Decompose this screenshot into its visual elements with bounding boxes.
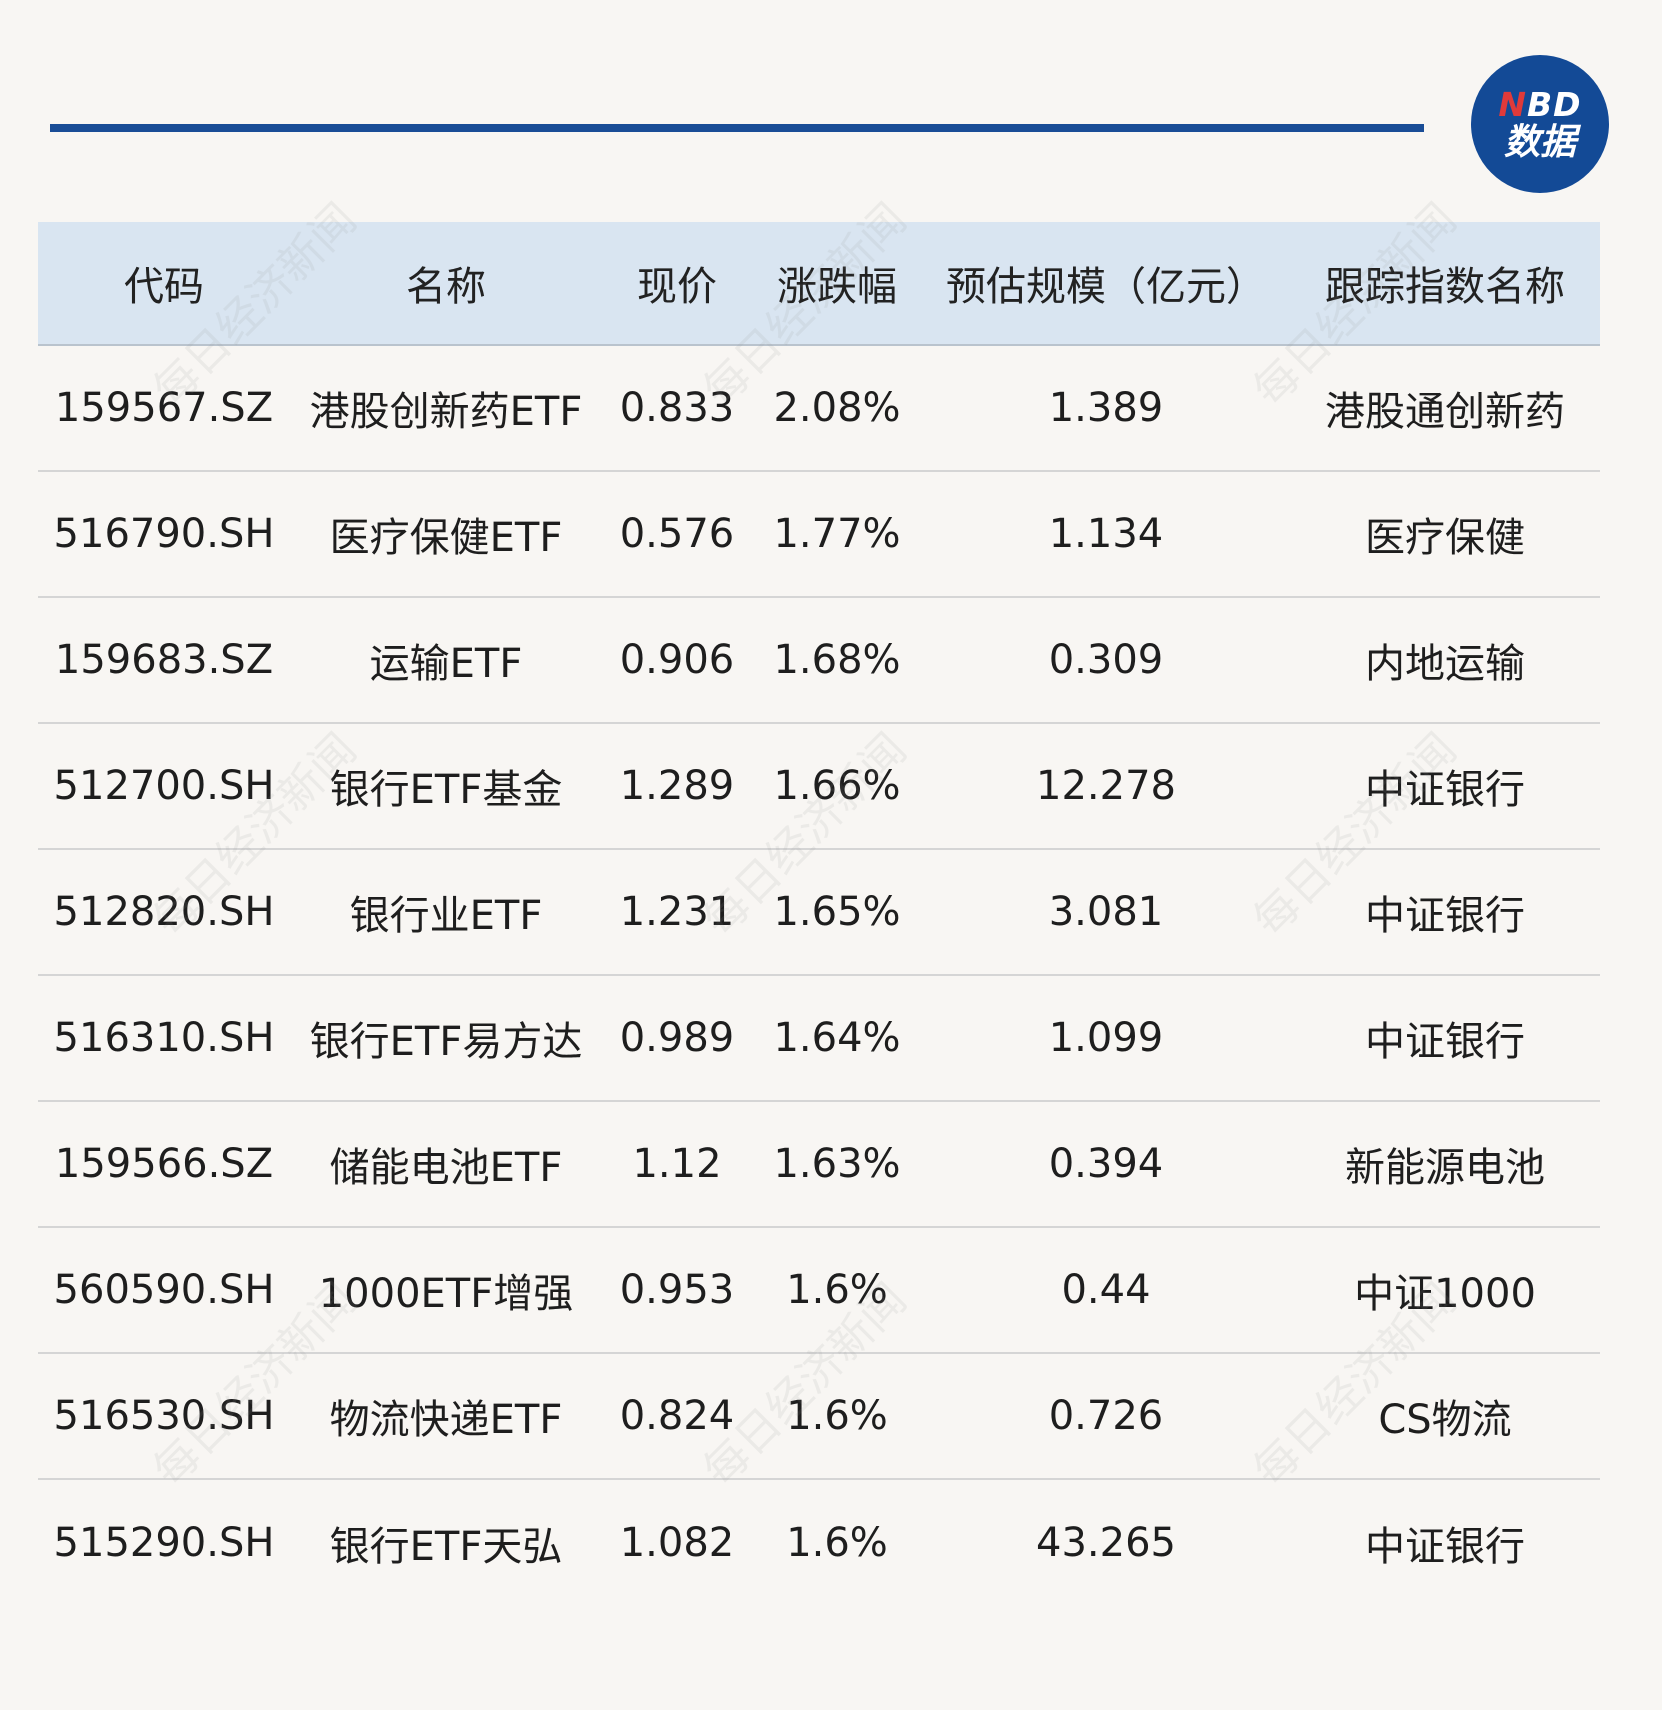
table-header: 代码 名称 现价 涨跌幅 预估规模（亿元） 跟踪指数名称	[38, 222, 1600, 346]
cell-price: 0.953	[619, 1267, 735, 1313]
cell-code: 159566.SZ	[54, 1141, 274, 1187]
header-code: 代码	[124, 264, 204, 310]
header-index: 跟踪指数名称	[1325, 264, 1565, 310]
cell-code: 516530.SH	[53, 1393, 275, 1439]
cell-name: 医疗保健ETF	[329, 515, 563, 561]
cell-index: 中证银行	[1365, 1019, 1525, 1065]
table-row: 515290.SH 银行ETF天弘 1.082 1.6% 43.265 中证银行	[38, 1480, 1600, 1606]
cell-scale: 1.099	[1048, 1015, 1164, 1061]
nbd-data-logo: NBD 数据	[1471, 55, 1609, 193]
cell-name: 运输ETF	[369, 641, 523, 687]
cell-change: 1.63%	[773, 1141, 901, 1187]
cell-price: 0.989	[619, 1015, 735, 1061]
cell-index: 港股通创新药	[1325, 389, 1565, 435]
cell-name: 物流快递ETF	[329, 1397, 563, 1443]
cell-price: 0.833	[619, 385, 735, 431]
header-name: 名称	[406, 264, 486, 310]
cell-index: 内地运输	[1365, 641, 1525, 687]
cell-scale: 0.394	[1048, 1141, 1164, 1187]
table-row: 512820.SH 银行业ETF 1.231 1.65% 3.081 中证银行	[38, 850, 1600, 976]
etf-table: 代码 名称 现价 涨跌幅 预估规模（亿元） 跟踪指数名称 159567.SZ 港…	[38, 222, 1600, 1606]
cell-index: 新能源电池	[1345, 1145, 1545, 1191]
header-change: 涨跌幅	[777, 264, 897, 310]
cell-name: 1000ETF增强	[318, 1271, 574, 1317]
cell-change: 2.08%	[773, 385, 901, 431]
cell-name: 银行ETF易方达	[309, 1019, 583, 1065]
cell-name: 银行ETF天弘	[329, 1524, 563, 1570]
top-accent-rule	[50, 124, 1424, 132]
cell-price: 1.082	[619, 1520, 735, 1566]
cell-change: 1.6%	[786, 1520, 888, 1566]
cell-price: 0.576	[619, 511, 735, 557]
cell-index: 中证银行	[1365, 893, 1525, 939]
cell-change: 1.6%	[786, 1393, 888, 1439]
cell-name: 储能电池ETF	[329, 1145, 563, 1191]
cell-name: 银行业ETF	[349, 893, 543, 939]
cell-index: 中证银行	[1365, 1524, 1525, 1570]
cell-code: 159567.SZ	[54, 385, 274, 431]
table-row: 159566.SZ 储能电池ETF 1.12 1.63% 0.394 新能源电池	[38, 1102, 1600, 1228]
cell-price: 1.289	[619, 763, 735, 809]
cell-price: 0.906	[619, 637, 735, 683]
cell-code: 516310.SH	[53, 1015, 275, 1061]
cell-index: CS物流	[1378, 1397, 1512, 1443]
table-row: 560590.SH 1000ETF增强 0.953 1.6% 0.44 中证10…	[38, 1228, 1600, 1354]
cell-index: 医疗保健	[1365, 515, 1525, 561]
cell-price: 1.231	[619, 889, 735, 935]
table-row: 159683.SZ 运输ETF 0.906 1.68% 0.309 内地运输	[38, 598, 1600, 724]
cell-scale: 1.134	[1048, 511, 1164, 557]
cell-scale: 0.44	[1061, 1267, 1151, 1313]
table-row: 159567.SZ 港股创新药ETF 0.833 2.08% 1.389 港股通…	[38, 346, 1600, 472]
cell-name: 银行ETF基金	[329, 767, 563, 813]
cell-code: 159683.SZ	[54, 637, 274, 683]
table-row: 516530.SH 物流快递ETF 0.824 1.6% 0.726 CS物流	[38, 1354, 1600, 1480]
cell-change: 1.77%	[773, 511, 901, 557]
cell-price: 0.824	[619, 1393, 735, 1439]
table-row: 512700.SH 银行ETF基金 1.289 1.66% 12.278 中证银…	[38, 724, 1600, 850]
cell-scale: 0.309	[1048, 637, 1164, 683]
logo-text-nbd: NBD	[1498, 84, 1582, 124]
table-row: 516790.SH 医疗保健ETF 0.576 1.77% 1.134 医疗保健	[38, 472, 1600, 598]
cell-scale: 12.278	[1036, 763, 1176, 809]
logo-text-data: 数据	[1503, 121, 1576, 163]
cell-name: 港股创新药ETF	[309, 389, 583, 435]
cell-change: 1.6%	[786, 1267, 888, 1313]
cell-change: 1.65%	[773, 889, 901, 935]
table-row: 516310.SH 银行ETF易方达 0.989 1.64% 1.099 中证银…	[38, 976, 1600, 1102]
cell-scale: 43.265	[1036, 1520, 1176, 1566]
cell-code: 560590.SH	[53, 1267, 275, 1313]
header-scale: 预估规模（亿元）	[946, 264, 1266, 310]
cell-scale: 3.081	[1048, 889, 1164, 935]
cell-scale: 0.726	[1048, 1393, 1164, 1439]
cell-code: 515290.SH	[53, 1520, 275, 1566]
header-price: 现价	[637, 264, 717, 310]
cell-index: 中证1000	[1354, 1271, 1536, 1317]
cell-change: 1.66%	[773, 763, 901, 809]
cell-index: 中证银行	[1365, 767, 1525, 813]
cell-price: 1.12	[632, 1141, 722, 1187]
cell-code: 512820.SH	[53, 889, 275, 935]
cell-change: 1.68%	[773, 637, 901, 683]
cell-code: 512700.SH	[53, 763, 275, 809]
cell-code: 516790.SH	[53, 511, 275, 557]
cell-scale: 1.389	[1048, 385, 1164, 431]
cell-change: 1.64%	[773, 1015, 901, 1061]
